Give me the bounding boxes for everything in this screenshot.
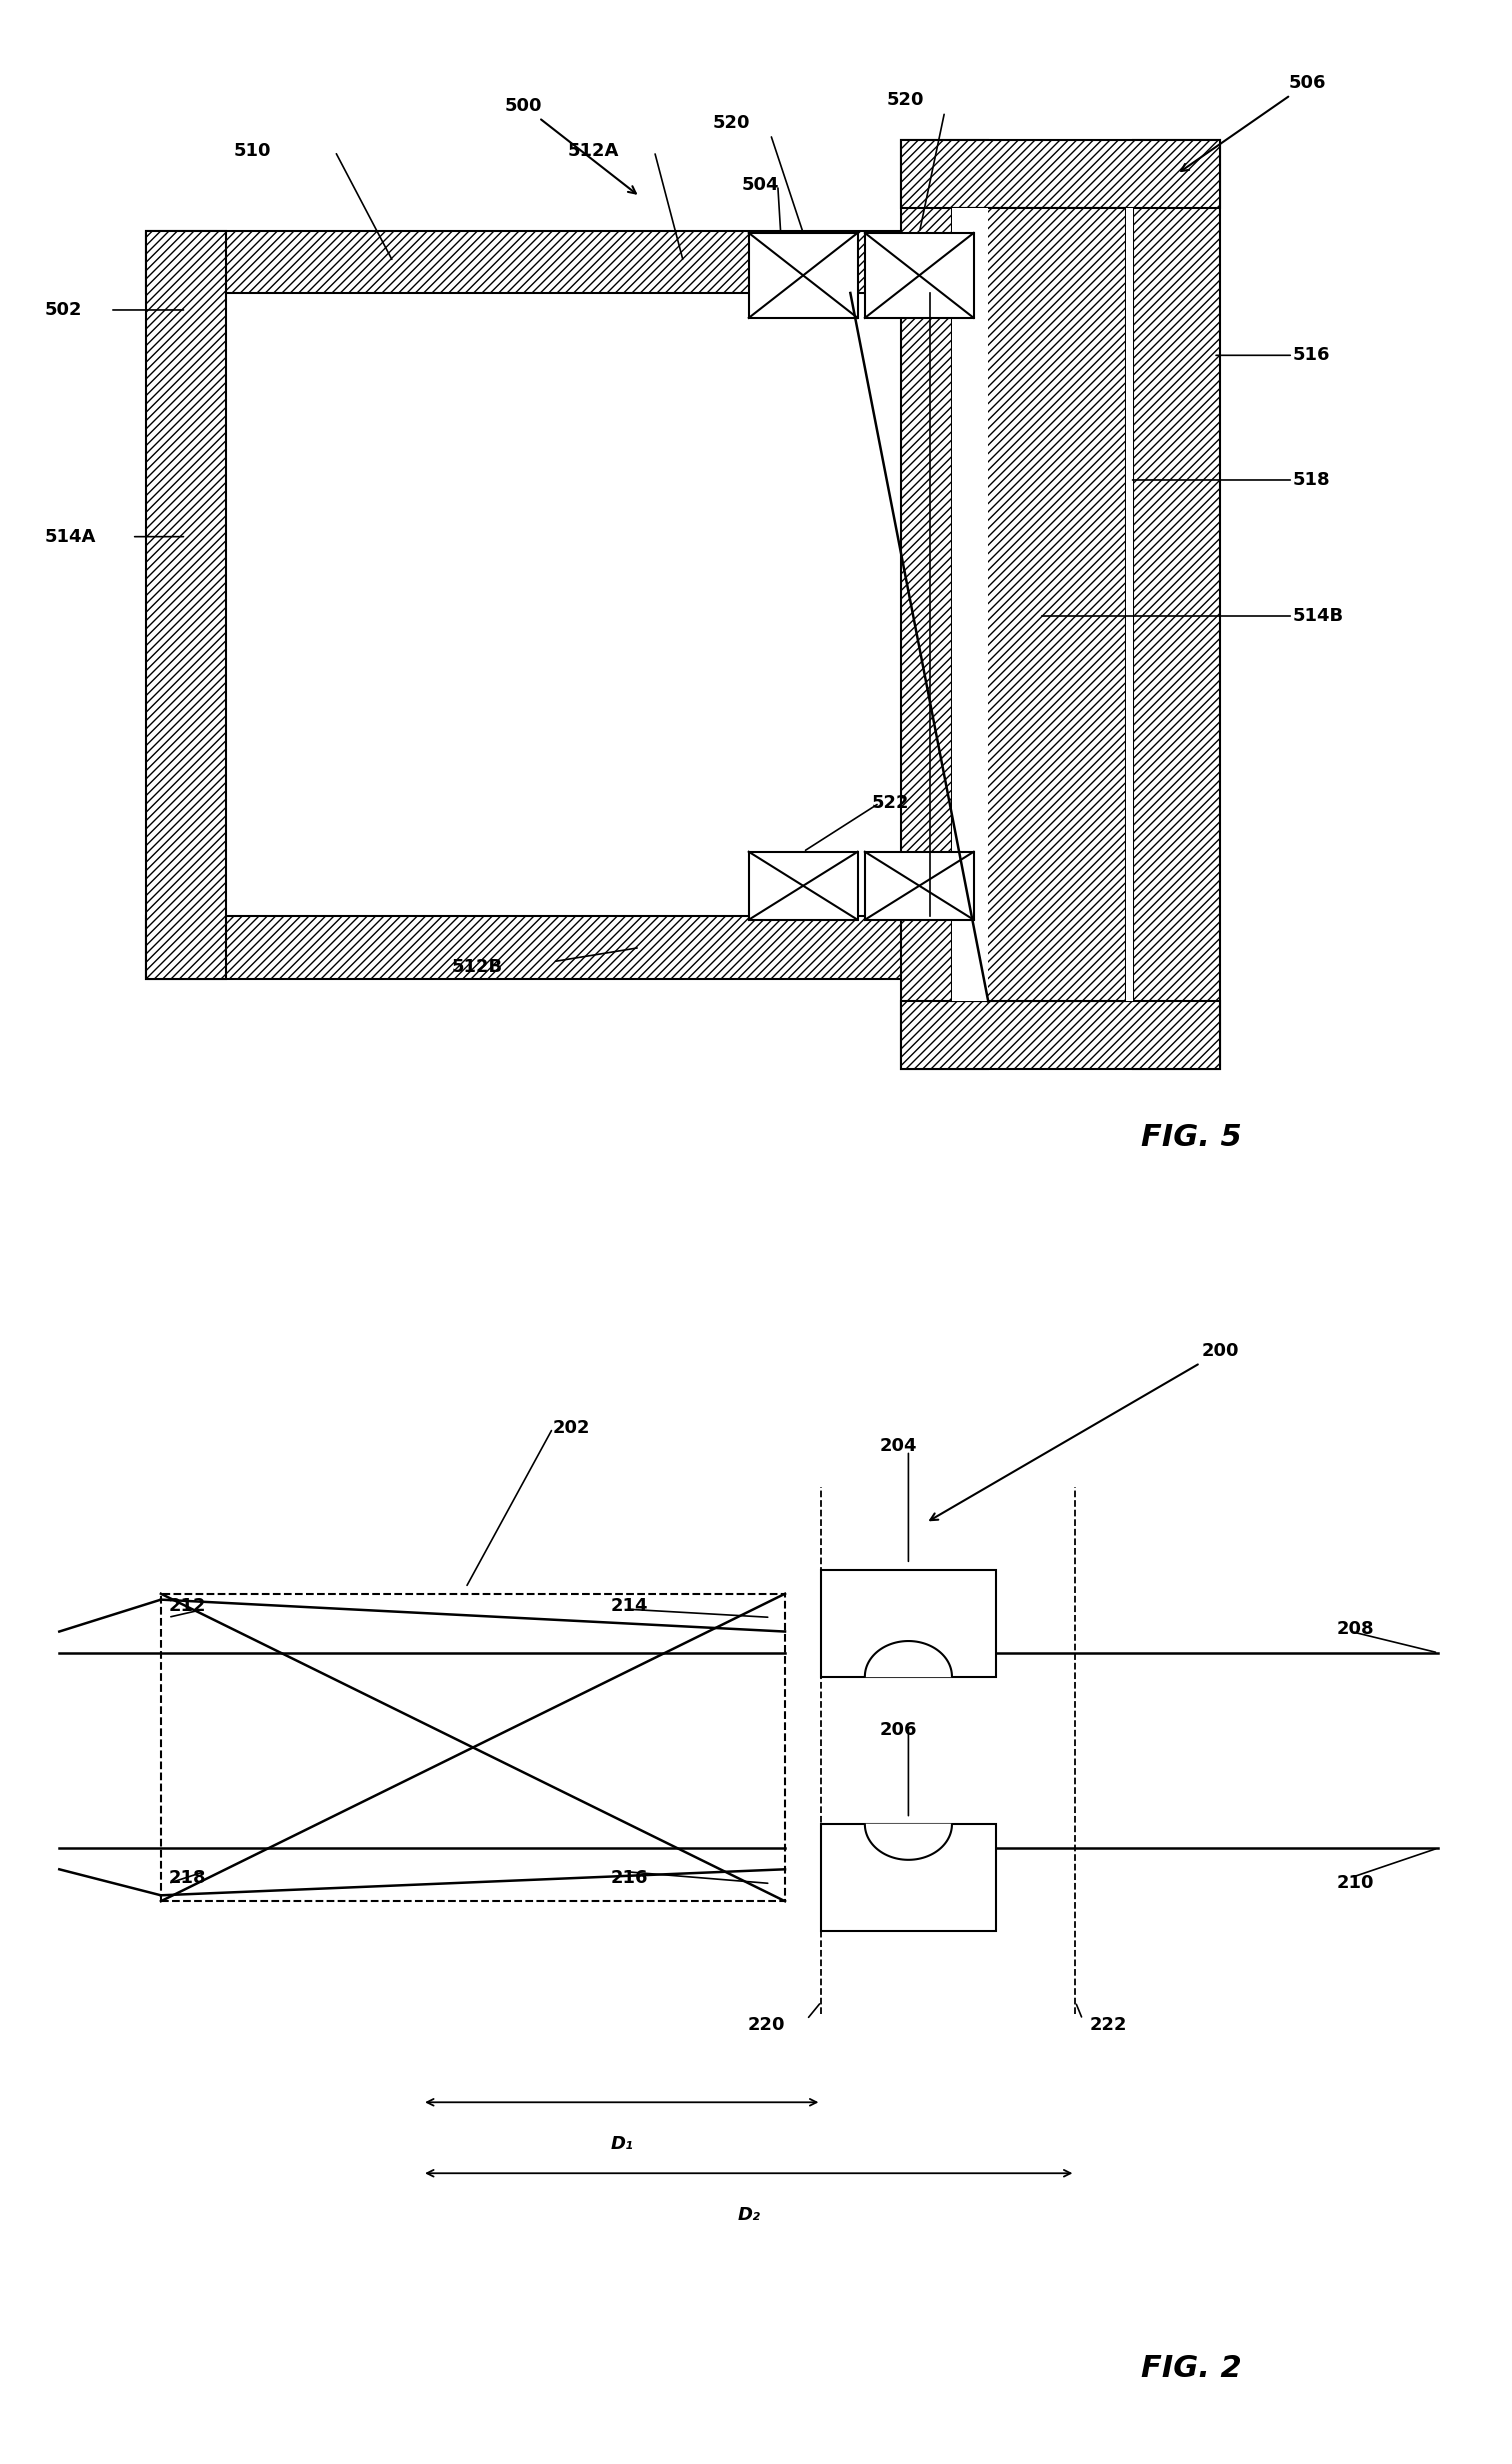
Text: 210: 210 [1337, 1875, 1374, 1892]
Bar [748, 234, 857, 318]
Polygon shape [865, 1641, 953, 1676]
Bar [748, 853, 857, 919]
Bar [953, 207, 989, 1000]
Polygon shape [865, 1823, 953, 1860]
Text: 206: 206 [880, 1720, 916, 1740]
Bar [953, 207, 1126, 1000]
Text: 208: 208 [1337, 1621, 1374, 1639]
Text: 500: 500 [505, 96, 637, 195]
Text: 222: 222 [1090, 2016, 1128, 2035]
Bar [1126, 207, 1134, 1000]
Text: 514A: 514A [45, 527, 97, 545]
Bar [160, 1594, 785, 1902]
Text: 202: 202 [553, 1419, 590, 1437]
Text: 520: 520 [712, 113, 750, 133]
Text: 516: 516 [1293, 347, 1331, 365]
Text: 200: 200 [930, 1343, 1240, 1520]
Text: D₂: D₂ [738, 2205, 761, 2223]
Text: 512A: 512A [567, 143, 618, 160]
Text: 506: 506 [1181, 74, 1326, 170]
Text: 218: 218 [168, 1868, 206, 1887]
Text: 212: 212 [168, 1597, 206, 1614]
Bar [865, 234, 974, 318]
Text: 520: 520 [886, 91, 924, 108]
Bar [901, 140, 1220, 207]
Bar [821, 1823, 995, 1932]
Bar [901, 1000, 1220, 1069]
Text: 514B: 514B [1293, 606, 1344, 626]
Text: FIG. 2: FIG. 2 [1142, 2353, 1241, 2383]
Text: 512B: 512B [451, 958, 502, 976]
Text: 504: 504 [741, 177, 779, 195]
Bar [821, 1570, 995, 1676]
Bar [1134, 140, 1220, 1069]
Bar [901, 140, 989, 1069]
Bar [865, 853, 974, 919]
Text: 522: 522 [886, 862, 924, 880]
Text: 518: 518 [1293, 471, 1331, 488]
Text: D₁: D₁ [611, 2134, 634, 2154]
Bar [147, 917, 930, 978]
Bar [147, 232, 930, 293]
Text: 216: 216 [611, 1868, 649, 1887]
Text: 510: 510 [233, 143, 271, 160]
Text: FIG. 5: FIG. 5 [1142, 1124, 1241, 1151]
Bar [147, 232, 227, 978]
Text: 204: 204 [880, 1437, 916, 1454]
Text: 220: 220 [747, 2016, 785, 2035]
Text: 522: 522 [872, 793, 910, 813]
Text: 502: 502 [45, 301, 82, 318]
Text: 214: 214 [611, 1597, 649, 1614]
Bar [227, 293, 930, 917]
